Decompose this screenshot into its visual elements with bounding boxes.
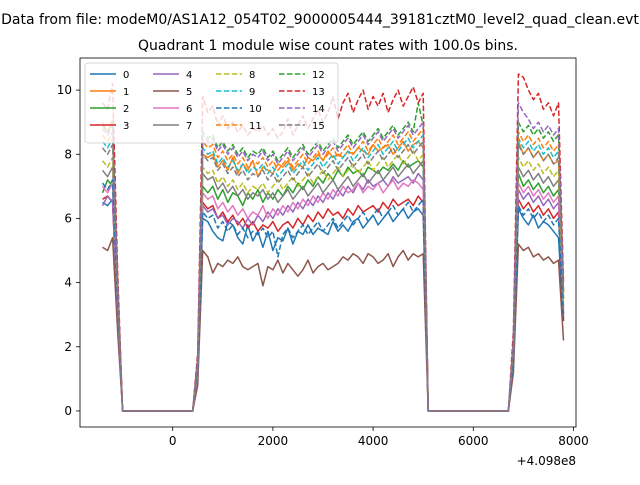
- y-tick-label: 6: [64, 211, 72, 225]
- series-line-5: [102, 236, 565, 412]
- legend-label-2: 2: [123, 104, 129, 115]
- legend-label-4: 4: [186, 70, 192, 81]
- series-line-4: [101, 172, 565, 412]
- legend-label-15: 15: [312, 121, 325, 132]
- y-tick-label: 4: [64, 276, 72, 290]
- legend-label-8: 8: [249, 70, 255, 81]
- axes: 0 2000 4000 6000 8000 0 2 4 6 8 10: [57, 83, 589, 448]
- legend-box: [84, 62, 339, 144]
- plot-frame: [79, 57, 577, 428]
- series-line-9: [101, 134, 565, 412]
- x-offset-label: +4.098e8: [517, 454, 576, 468]
- x-tick-label: 2000: [258, 434, 289, 448]
- series-line-0: [102, 198, 565, 412]
- series-line-11: [101, 127, 565, 412]
- legend-label-12: 12: [312, 70, 325, 81]
- legend-label-3: 3: [123, 121, 129, 132]
- x-tick-label: 8000: [558, 434, 589, 448]
- y-tick-label: 10: [57, 83, 72, 97]
- y-tick-label: 8: [64, 147, 72, 161]
- legend-label-11: 11: [249, 121, 262, 132]
- legend-label-1: 1: [123, 87, 129, 98]
- legend-label-13: 13: [312, 87, 325, 98]
- legend-label-5: 5: [186, 87, 192, 98]
- series-line-3: [102, 195, 565, 412]
- legend-label-10: 10: [249, 104, 262, 115]
- x-tick-label: 4000: [358, 434, 389, 448]
- legend-label-9: 9: [249, 87, 255, 98]
- y-tick-label: 0: [64, 404, 72, 418]
- legend-label-6: 6: [186, 104, 192, 115]
- legend-label-7: 7: [186, 121, 192, 132]
- series-line-1: [101, 118, 565, 412]
- x-tick-label: 0: [169, 434, 177, 448]
- chart-title: Quadrant 1 module wise count rates with …: [138, 38, 518, 54]
- series-line-15: [101, 140, 565, 412]
- legend-label-14: 14: [312, 104, 325, 115]
- y-tick-label: 2: [64, 340, 72, 354]
- chart-suptitle: Data from file: modeM0/AS1A12_054T02_900…: [1, 12, 639, 28]
- x-tick-label: 6000: [458, 434, 489, 448]
- legend-label-0: 0: [123, 70, 129, 81]
